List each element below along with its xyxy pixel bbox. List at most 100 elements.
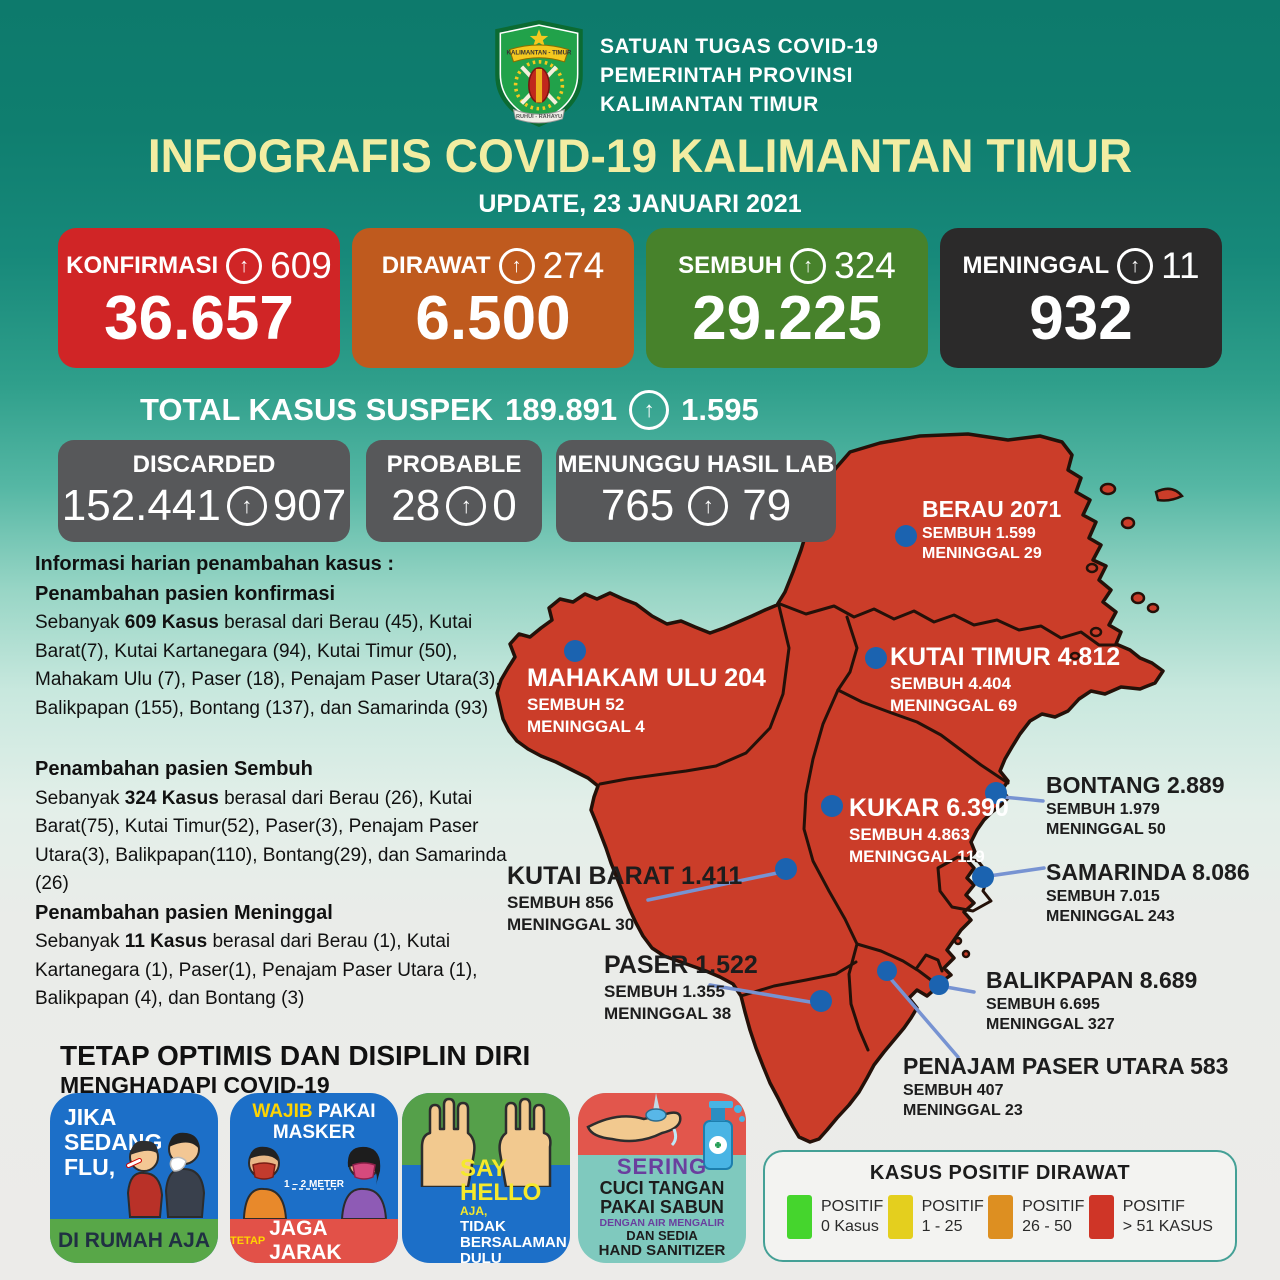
promo-card-cuci-tangan: SERING CUCI TANGAN PAKAI SABUN DENGAN AI… bbox=[578, 1093, 746, 1263]
logo-banner-top: KALIMANTAN - TIMUR bbox=[507, 50, 572, 57]
legend-item-2: POSITIF 26 - 50 bbox=[988, 1195, 1084, 1239]
promo-text: HELLO bbox=[460, 1179, 542, 1206]
hand-washing-illustration bbox=[586, 1093, 745, 1170]
promo-text: CUCI TANGAN bbox=[599, 1177, 725, 1198]
legend-item-1: POSITIF 1 - 25 bbox=[887, 1195, 984, 1239]
arrow-up-icon: ↑ bbox=[226, 486, 267, 526]
agency-line-2: PEMERINTAH PROVINSI bbox=[600, 64, 853, 87]
region-label-kutai-barat: KUTAI BARAT 1.411 SEMBUH 856 MENINGGAL 3… bbox=[507, 862, 743, 934]
promo-text: HAND SANITIZER bbox=[598, 1241, 726, 1259]
stat-cards-row: KONFIRMASI ↑ 609 36.657 DIRAWAT ↑ 274 6.… bbox=[58, 228, 1222, 368]
stat-card-konfirmasi: KONFIRMASI ↑ 609 36.657 bbox=[58, 228, 340, 368]
region-label-bontang: BONTANG 2.889 SEMBUH 1.979 MENINGGAL 50 bbox=[1046, 772, 1225, 838]
masked-people-illustration bbox=[243, 1146, 388, 1220]
info-body: Sebanyak bbox=[35, 787, 125, 809]
stat-card-meninggal: MENINGGAL ↑ 11 932 bbox=[940, 228, 1222, 368]
arrow-up-icon: ↑ bbox=[446, 486, 487, 526]
leader-lines bbox=[646, 795, 1046, 1059]
card-probable: PROBABLE 28 ↑ 0 bbox=[366, 440, 542, 542]
promo-card-hello: SAY HELLO AJA, TIDAK BERSALAMAN DULU bbox=[402, 1093, 570, 1263]
stat-label: KONFIRMASI bbox=[66, 252, 219, 279]
promo-band-text: TETAP bbox=[230, 1235, 266, 1247]
promo-text: SAY bbox=[460, 1155, 508, 1182]
promo-text: TIDAK bbox=[460, 1218, 506, 1235]
arrow-up-icon: ↑ bbox=[790, 248, 827, 284]
info-body: Sebanyak bbox=[35, 612, 125, 633]
region-label-berau: BERAU 2071 SEMBUH 1.599 MENINGGAL 29 bbox=[922, 496, 1062, 562]
info-subheading-konfirmasi: Penambahan pasien konfirmasi bbox=[35, 582, 336, 605]
promo-card-masker: WAJIB PAKAI MASKER 1 – 2 METER TETAP JAG… bbox=[230, 1093, 398, 1263]
promo-text: DULU bbox=[460, 1249, 502, 1263]
promo-text: BERSALAMAN bbox=[460, 1233, 567, 1251]
stat-delta: 11 bbox=[1161, 245, 1200, 286]
promo-text: WAJIB bbox=[252, 1101, 313, 1122]
distance-text: 1 – 2 METER bbox=[283, 1179, 345, 1190]
legend-title: KASUS POSITIF DIRAWAT bbox=[869, 1162, 1131, 1184]
promo-card-flu: JIKA SEDANG FLU, DI RUMAH AJA bbox=[50, 1093, 218, 1263]
agency-title: SATUAN TUGAS COVID-19 PEMERINTAH PROVINS… bbox=[600, 32, 878, 119]
district-borders bbox=[598, 602, 1118, 1052]
arrow-up-icon: ↑ bbox=[688, 486, 729, 526]
legend-item-3: POSITIF > 51 KASUS bbox=[1088, 1195, 1213, 1239]
stat-card-dirawat: DIRAWAT ↑ 274 6.500 bbox=[352, 228, 634, 368]
stat-label: SEMBUH bbox=[678, 252, 783, 279]
lab-label: DISCARDED bbox=[132, 451, 276, 478]
legend-swatch-green bbox=[787, 1195, 812, 1239]
lab-delta: 907 bbox=[272, 481, 347, 530]
region-label-balikpapan: BALIKPAPAN 8.689 SEMBUH 6.695 MENINGGAL … bbox=[986, 967, 1198, 1033]
stat-delta: 609 bbox=[270, 245, 332, 286]
info-count: 11 Kasus bbox=[124, 931, 208, 952]
legend-swatch-red bbox=[1088, 1195, 1114, 1239]
stat-value: 932 bbox=[1029, 284, 1133, 353]
lab-label: PROBABLE bbox=[386, 451, 522, 478]
lab-value: 28 bbox=[391, 481, 441, 530]
region-label-mahakam-ulu: MAHAKAM ULU 204 SEMBUH 52 MENINGGAL 4 bbox=[527, 664, 766, 736]
legend-swatch-yellow bbox=[887, 1195, 913, 1239]
info-body: berasal dari Berau (45), Kutai Barat(7),… bbox=[35, 612, 501, 719]
agency-line-1: SATUAN TUGAS COVID-19 bbox=[600, 35, 879, 58]
city-dots bbox=[564, 525, 1007, 1012]
legend-item-0: POSITIF 0 Kasus bbox=[787, 1195, 883, 1239]
promo-text: SERING bbox=[616, 1154, 708, 1179]
page-title: INFOGRAFIS COVID-19 KALIMANTAN TIMUR bbox=[147, 129, 1133, 182]
province-shape bbox=[495, 432, 1165, 1144]
info-count: 324 Kasus bbox=[124, 787, 219, 809]
lab-delta: 0 bbox=[492, 481, 517, 530]
sanitizer-bottle-icon bbox=[703, 1101, 745, 1170]
stat-label: DIRAWAT bbox=[381, 252, 491, 279]
promo-band-text: DI RUMAH AJA bbox=[57, 1229, 211, 1252]
stat-card-sembuh: SEMBUH ↑ 324 29.225 bbox=[646, 228, 928, 368]
promo-text: PAKAI bbox=[317, 1101, 376, 1122]
arrow-up-icon: ↑ bbox=[1117, 248, 1154, 284]
lab-label: MENUNGGU HASIL LAB bbox=[557, 451, 835, 478]
stat-delta: 324 bbox=[834, 245, 896, 286]
info-count: 609 Kasus bbox=[124, 612, 219, 633]
stat-delta: 274 bbox=[542, 245, 605, 286]
lab-value: 152.441 bbox=[61, 481, 221, 530]
info-subheading-sembuh: Penambahan pasien Sembuh bbox=[35, 758, 313, 780]
info-heading: Informasi harian penambahan kasus : bbox=[35, 553, 394, 575]
star-icon bbox=[529, 29, 549, 47]
stat-label: MENINGGAL bbox=[962, 252, 1110, 279]
islands bbox=[953, 482, 1184, 959]
card-discarded: DISCARDED 152.441 ↑ 907 bbox=[58, 440, 350, 542]
daily-info-text: Informasi harian penambahan kasus : Pena… bbox=[35, 550, 507, 1014]
promo-text: JIKA bbox=[64, 1104, 117, 1130]
logo-banner-bottom: RUHUI - RAHAYU bbox=[516, 114, 562, 120]
arrow-up-icon: ↑ bbox=[498, 248, 535, 284]
arrow-up-icon: ↑ bbox=[226, 248, 263, 284]
promo-text: FLU, bbox=[64, 1154, 116, 1180]
sick-people-illustration bbox=[126, 1132, 206, 1218]
legend-swatch-orange bbox=[988, 1195, 1014, 1239]
region-label-paser: PASER 1.522 SEMBUH 1.355 MENINGGAL 38 bbox=[604, 951, 758, 1023]
suspek-delta: 1.595 bbox=[681, 392, 759, 427]
promo-text: DENGAN AIR MENGALIR bbox=[599, 1216, 725, 1229]
promo-text: DAN SEDIA bbox=[626, 1227, 698, 1243]
info-body: berasal dari Berau (1), Kutai Kartanegar… bbox=[35, 931, 478, 1009]
promo-text: PAKAI SABUN bbox=[600, 1197, 724, 1218]
arrow-up-icon: ↑ bbox=[629, 390, 670, 430]
agency-line-3: KALIMANTAN TIMUR bbox=[600, 93, 819, 116]
suspek-total: TOTAL KASUS SUSPEK 189.891 ↑ 1.595 bbox=[140, 390, 759, 430]
